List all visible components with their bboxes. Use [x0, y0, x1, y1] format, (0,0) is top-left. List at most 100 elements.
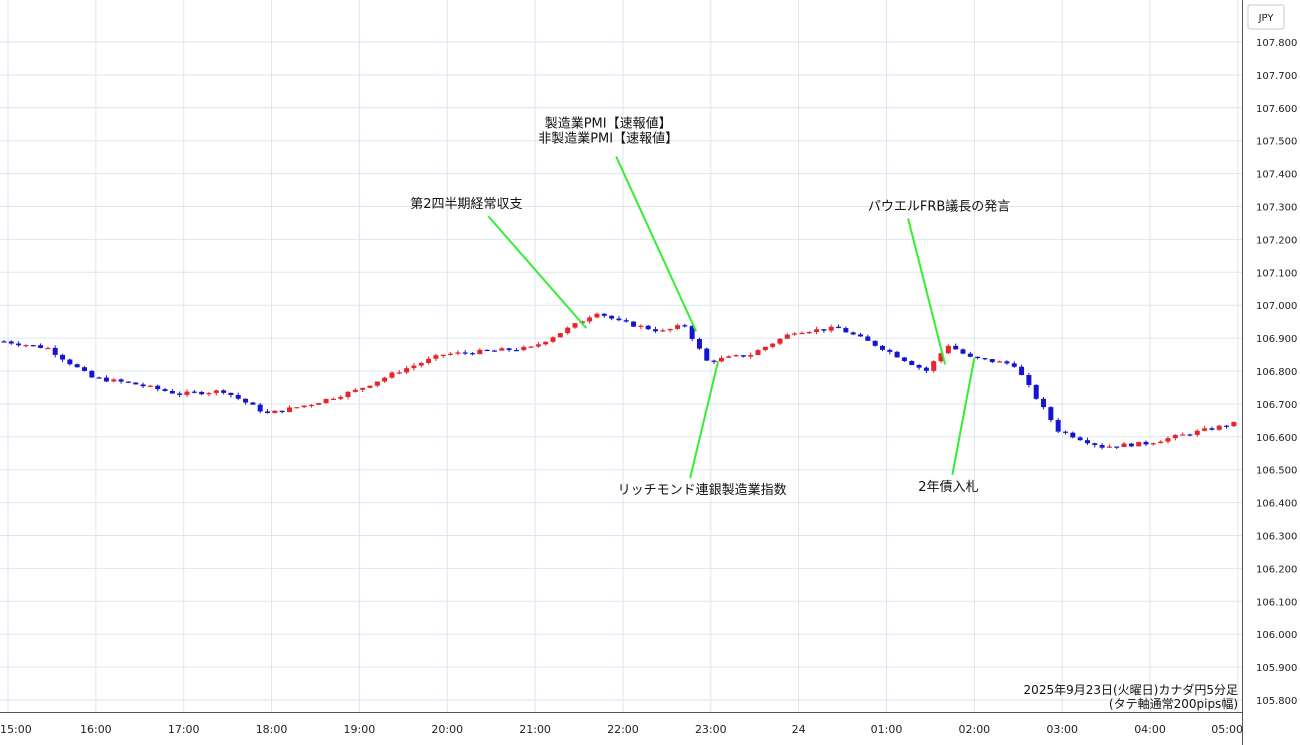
candle-body-down [235, 394, 241, 399]
candle-body-down [243, 398, 249, 403]
candle-body-down [38, 345, 44, 348]
candle-body-up [528, 346, 534, 348]
candle-body-down [118, 379, 124, 382]
candle-body-up [777, 338, 783, 344]
candle-body-up [587, 317, 593, 322]
x-tick-label: 20:00 [431, 723, 463, 736]
candle-body-down [506, 348, 512, 351]
candle-body-down [1128, 443, 1134, 447]
candle-body-down [975, 356, 981, 359]
y-tick-label: 106.100 [1256, 597, 1297, 608]
y-tick-label: 106.500 [1256, 466, 1297, 477]
candle-body-up [426, 358, 432, 363]
y-tick-label: 107.300 [1256, 203, 1297, 214]
candle-body-up [1180, 434, 1186, 436]
candle-body-up [1106, 446, 1112, 448]
candle-body-up [330, 398, 336, 400]
x-tick-label: 15:00 [0, 723, 32, 736]
candle-body-up [147, 385, 153, 387]
candle-body-down [916, 365, 922, 368]
candle-body-down [1070, 432, 1076, 438]
candle-body-down [462, 352, 468, 354]
candle-body-up [360, 387, 366, 390]
candle-body-down [491, 350, 497, 352]
candle-body-up [477, 349, 483, 355]
candle-body-down [682, 325, 688, 327]
candle-body-down [960, 349, 966, 354]
candle-body-up [814, 329, 820, 333]
candle-body-down [865, 336, 871, 341]
annotations: 第2四半期経常収支 製造業PMI【速報値】非製造業PMI【速報値】リッチモンド連銀… [410, 116, 1010, 499]
candle-body-down [484, 349, 490, 352]
candle-body-up [1150, 443, 1156, 445]
candle-body-down [821, 329, 827, 331]
candle-body-up [931, 361, 937, 371]
annotation-label: 非製造業PMI【速報値】 [538, 131, 678, 147]
candle-body-up [345, 391, 351, 397]
candle-body-down [1026, 375, 1032, 385]
candle-body-up [272, 410, 278, 414]
x-tick-label: 02:00 [958, 723, 990, 736]
candle-body-up [404, 368, 410, 373]
y-tick-label: 107.400 [1256, 170, 1297, 181]
x-tick-label: 16:00 [80, 723, 112, 736]
candle-body-up [550, 337, 556, 342]
candle-body-up [111, 379, 117, 382]
candle-body-down [67, 359, 73, 365]
candle-body-down [470, 353, 476, 355]
x-tick-label: 05:00 [1211, 723, 1243, 736]
annotation-label: 製造業PMI【速報値】 [545, 116, 672, 132]
candle-body-up [674, 325, 680, 329]
candle-body-down [982, 358, 988, 360]
candle-body-up [638, 325, 644, 327]
candle-body-down [879, 345, 885, 350]
candle-body-down [923, 367, 929, 371]
candle-body-down [696, 338, 702, 349]
candle-body-down [616, 318, 622, 321]
candle-body-down [250, 402, 256, 405]
candle-body-up [1121, 443, 1127, 447]
candle-body-down [609, 315, 615, 319]
candle-body-down [740, 355, 746, 357]
candle-body-down [872, 340, 878, 346]
y-tick-label: 107.800 [1256, 38, 1297, 49]
candle-body-down [169, 391, 175, 394]
candle-body-down [191, 391, 197, 393]
candle-body-up [945, 345, 951, 354]
candle-body-down [125, 381, 131, 383]
candle-body-up [301, 405, 307, 408]
candle-body-down [858, 334, 864, 337]
candle-body-down [133, 382, 139, 385]
candle-body-up [799, 332, 805, 335]
candle-body-up [565, 327, 571, 334]
currency-box [1247, 4, 1285, 30]
candle-body-up [792, 333, 798, 335]
candle-body-up [45, 347, 51, 350]
candle-body-down [689, 326, 695, 339]
candle-body-up [294, 407, 300, 409]
candle-body-up [389, 372, 395, 378]
y-tick-label: 106.200 [1256, 564, 1297, 575]
candle-body-up [1158, 441, 1164, 444]
candle-body-down [967, 353, 973, 357]
candle-body-down [228, 392, 234, 395]
candle-body-down [894, 351, 900, 358]
x-tick-label: 22:00 [607, 723, 639, 736]
candle-body-down [1099, 445, 1105, 448]
candle-body-up [206, 392, 212, 395]
candle-body-up [1172, 434, 1178, 439]
candle-body-down [843, 328, 849, 333]
grid-lines [0, 0, 1242, 712]
annotation-label: リッチモンド連銀製造業指数 [618, 482, 787, 498]
candle-body-down [623, 320, 629, 322]
x-tick-label: 01:00 [871, 723, 903, 736]
candle-body-down [887, 349, 893, 352]
candle-body-down [1019, 366, 1025, 376]
candle-body-down [711, 360, 717, 362]
candle-body-down [96, 377, 102, 379]
candle-body-down [265, 411, 271, 414]
candle-body-up [382, 377, 388, 382]
candle-body-down [1084, 440, 1090, 444]
annotation-leader-line [689, 360, 720, 479]
